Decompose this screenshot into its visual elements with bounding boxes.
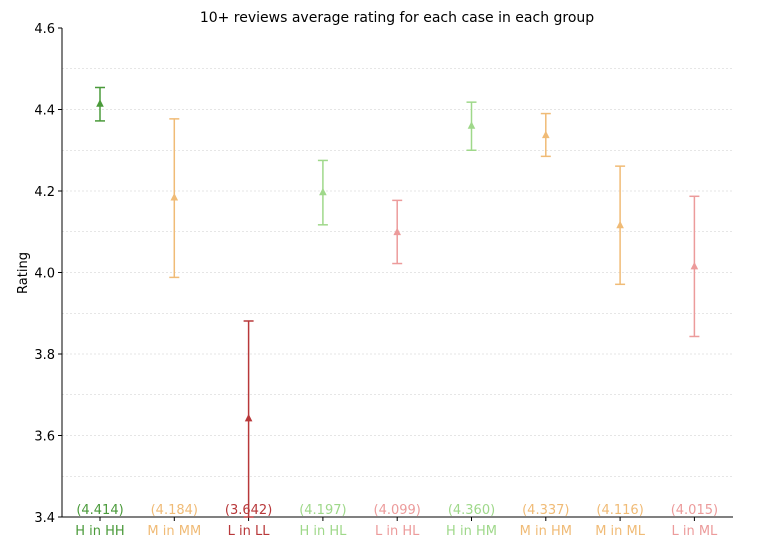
x-tick-label: M in HM (520, 524, 572, 539)
value-label: (4.099) (374, 503, 421, 518)
data-point (393, 227, 401, 236)
value-label: (4.184) (151, 503, 198, 518)
data-point (616, 220, 624, 229)
y-tick-label: 3.8 (34, 348, 55, 363)
x-tick-label: L in ML (671, 524, 718, 539)
value-label: (4.197) (299, 503, 346, 518)
y-axis-label: Rating (16, 252, 31, 294)
data-point (467, 121, 476, 129)
value-label: (4.116) (596, 503, 643, 518)
value-label: (4.337) (522, 503, 569, 518)
value-label: (4.414) (76, 503, 123, 518)
chart-title: 10+ reviews average rating for each case… (200, 10, 594, 26)
y-tick-label: 3.4 (34, 511, 55, 526)
data-point (96, 99, 104, 107)
y-tick-label: 4.2 (34, 185, 55, 200)
x-tick-label: L in HL (375, 524, 420, 539)
value-label: (4.360) (448, 503, 495, 518)
value-label: (4.015) (671, 503, 718, 518)
data-marks: (4.414) (4.184) (3.642) (4.197) (4.099) (4.36… (76, 86, 718, 518)
value-label: (3.642) (225, 503, 272, 518)
y-tick-label: 4.4 (34, 104, 55, 119)
y-tick-label: 3.6 (34, 430, 55, 445)
x-ticks: H in HH M in MM L in LL H in HL L in HL H in … (75, 517, 718, 539)
x-tick-label: L in LL (228, 524, 271, 539)
x-tick-label: H in HM (446, 524, 497, 539)
y-tick-label: 4.0 (34, 267, 55, 282)
y-tick-label: 4.6 (34, 22, 55, 37)
data-point (170, 193, 179, 201)
data-point (244, 413, 253, 422)
data-point (542, 130, 550, 139)
data-point (319, 187, 327, 196)
x-tick-label: M in ML (595, 524, 646, 539)
data-point (690, 261, 699, 270)
y-ticks: 3.4 3.6 3.8 4.0 4.2 4.4 4.6 (34, 22, 62, 526)
x-tick-label: M in MM (147, 524, 201, 539)
x-tick-label: H in HL (299, 524, 347, 539)
gridlines (62, 68, 733, 477)
x-tick-label: H in HH (75, 524, 124, 539)
